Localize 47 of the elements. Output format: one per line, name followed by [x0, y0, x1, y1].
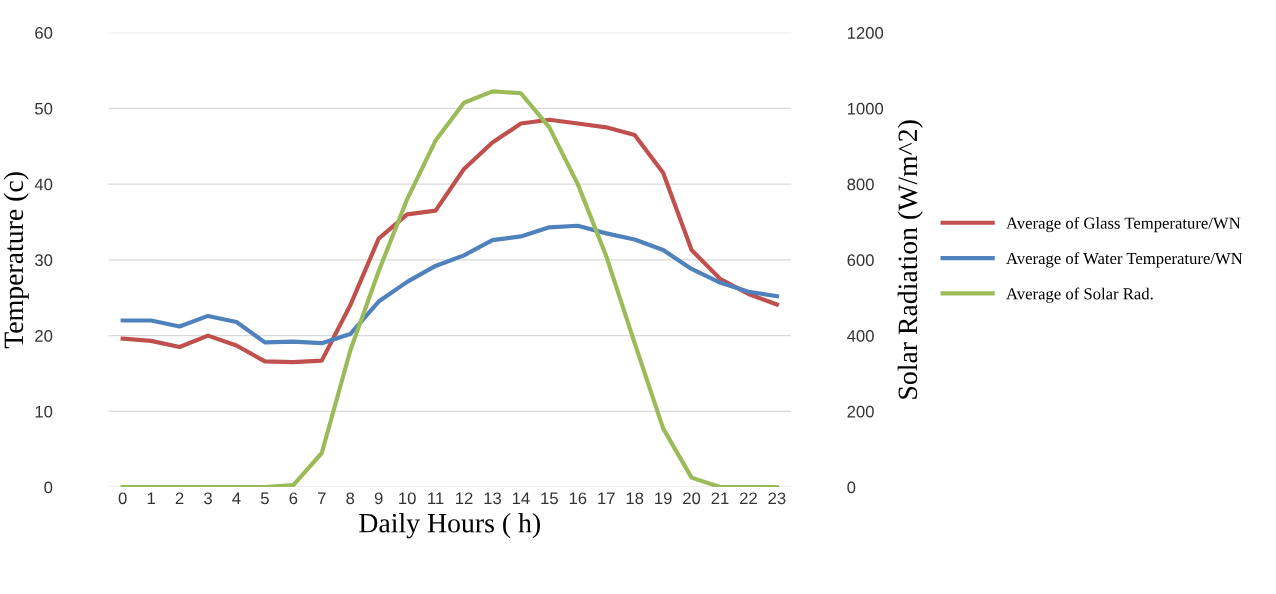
legend-label: Average of Glass Temperature/WN [1006, 216, 1241, 233]
x-tick-label: 1 [147, 492, 155, 505]
legend-label: Average of Solar Rad. [1006, 287, 1153, 303]
x-tick-label: 17 [598, 492, 615, 505]
x-tick-label: 12 [456, 492, 473, 505]
y2-axis-title: Solar Radiation (W/m^2) [897, 120, 923, 399]
x-tick-label: 6 [289, 492, 298, 505]
y2-tick-label: 600 [847, 254, 874, 267]
x-tick-label: 20 [683, 492, 701, 505]
y-tick-label: 50 [35, 102, 53, 115]
y2-tick-label: 1000 [847, 102, 884, 115]
x-axis-title: Daily Hours ( h) [359, 513, 540, 539]
x-tick-label: 14 [512, 492, 530, 505]
y2-tick-label: 800 [847, 178, 874, 191]
x-tick-label: 2 [175, 492, 184, 505]
y2-tick-label: 200 [847, 405, 874, 418]
x-tick-label: 7 [318, 492, 326, 505]
y-tick-label: 30 [35, 254, 53, 267]
line-series [120, 117, 779, 365]
y-tick-label: 10 [35, 405, 53, 418]
x-tick-label: 18 [626, 492, 644, 505]
x-tick-label: 23 [768, 492, 786, 505]
x-tick-label: 9 [374, 492, 383, 505]
x-tick-label: 10 [399, 492, 416, 505]
x-tick-label: 5 [260, 492, 269, 505]
x-tick-label: 4 [232, 492, 241, 505]
x-tick-label: 15 [541, 492, 558, 505]
x-tick-label: 19 [655, 492, 672, 505]
x-tick-label: 16 [569, 492, 587, 505]
y2-tick-label: 1200 [847, 27, 884, 39]
x-tick-label: 3 [204, 492, 212, 505]
y-axis-title: Temperature (c) [3, 172, 29, 349]
x-tick-label: 22 [740, 492, 757, 505]
x-tick-label: 13 [484, 492, 501, 505]
x-tick-label: 8 [346, 492, 355, 505]
line-series [120, 89, 779, 488]
y2-tick-label: 0 [847, 481, 856, 494]
legend-label: Average of Water Temperature/WN [1006, 252, 1243, 268]
y2-tick-label: 400 [847, 330, 874, 342]
x-tick-label: 21 [711, 492, 729, 505]
line-series [120, 223, 779, 346]
y-tick-label: 20 [35, 330, 53, 342]
y-tick-label: 60 [35, 27, 53, 39]
x-tick-label: 0 [118, 492, 127, 505]
y-tick-label: 40 [34, 178, 53, 191]
y-tick-label: 0 [44, 481, 53, 494]
x-tick-label: 11 [428, 492, 444, 505]
